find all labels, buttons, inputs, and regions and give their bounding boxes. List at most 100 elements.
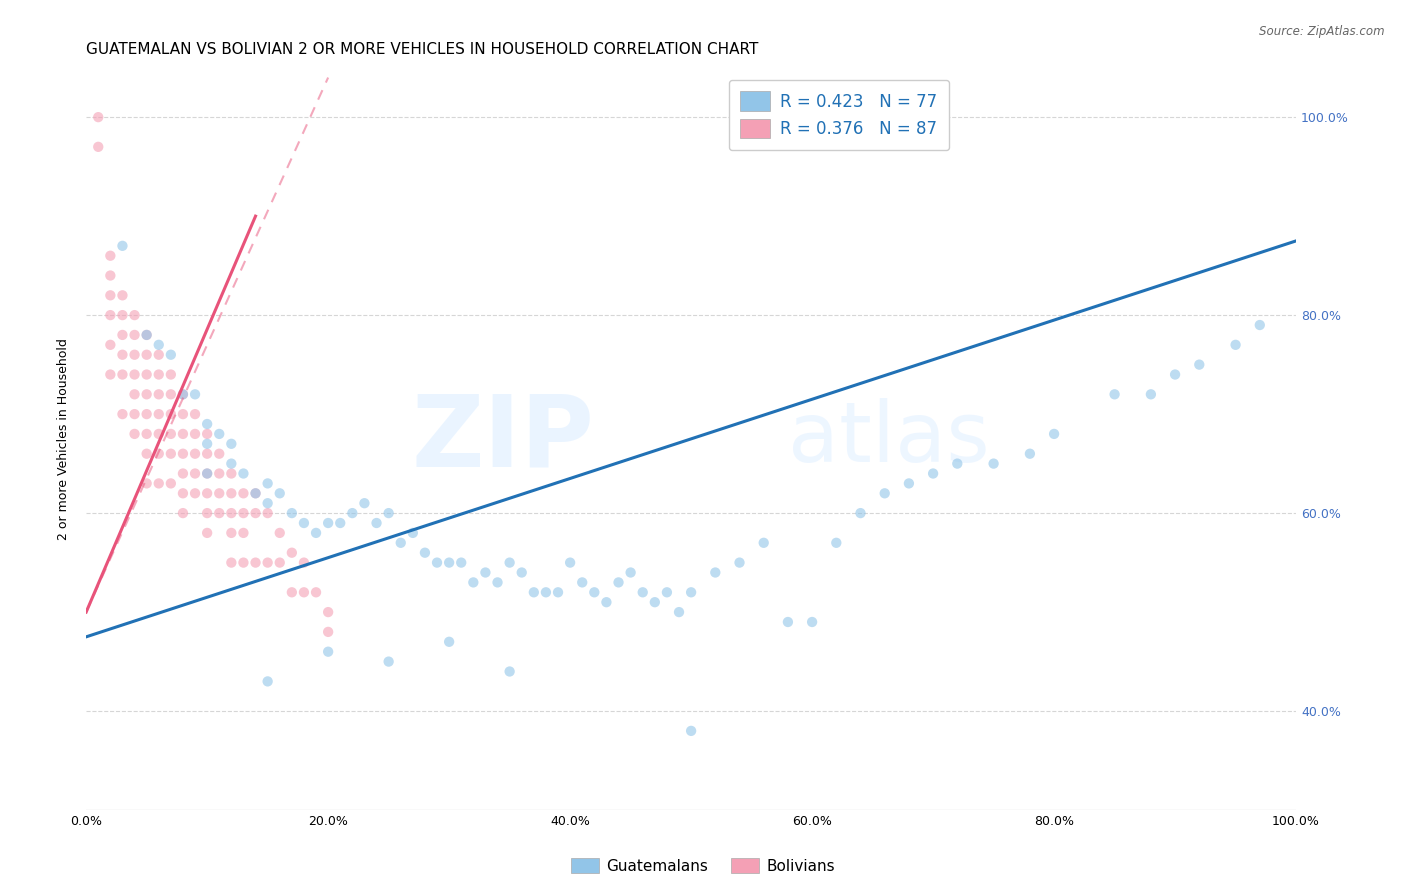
Point	[135, 348, 157, 362]
Point	[172, 407, 194, 421]
Point	[208, 447, 231, 461]
Point	[124, 308, 146, 322]
Point	[195, 467, 218, 481]
Point	[668, 605, 690, 619]
Point	[437, 635, 460, 649]
Point	[256, 496, 278, 510]
Text: ZIP: ZIP	[412, 391, 595, 487]
Point	[172, 387, 194, 401]
Point	[558, 556, 581, 570]
Point	[195, 426, 218, 441]
Point	[195, 467, 218, 481]
Point	[245, 556, 267, 570]
Point	[389, 536, 412, 550]
Point	[752, 536, 775, 550]
Point	[232, 467, 254, 481]
Point	[111, 239, 134, 253]
Point	[184, 426, 207, 441]
Point	[849, 506, 872, 520]
Point	[256, 506, 278, 520]
Point	[208, 467, 231, 481]
Point	[111, 308, 134, 322]
Point	[98, 249, 121, 263]
Point	[704, 566, 727, 580]
Point	[486, 575, 509, 590]
Point	[1188, 358, 1211, 372]
Point	[135, 387, 157, 401]
Point	[172, 506, 194, 520]
Point	[148, 426, 170, 441]
Text: Source: ZipAtlas.com: Source: ZipAtlas.com	[1260, 25, 1385, 38]
Point	[498, 665, 520, 679]
Point	[377, 655, 399, 669]
Point	[148, 407, 170, 421]
Point	[195, 525, 218, 540]
Point	[1140, 387, 1163, 401]
Point	[111, 368, 134, 382]
Point	[221, 467, 243, 481]
Point	[124, 368, 146, 382]
Point	[776, 615, 799, 629]
Point	[98, 338, 121, 352]
Point	[402, 525, 425, 540]
Point	[523, 585, 546, 599]
Point	[160, 447, 183, 461]
Point	[135, 476, 157, 491]
Point	[825, 536, 848, 550]
Point	[124, 407, 146, 421]
Point	[413, 546, 436, 560]
Point	[124, 327, 146, 342]
Point	[366, 516, 388, 530]
Point	[873, 486, 896, 500]
Point	[292, 585, 315, 599]
Point	[269, 556, 291, 570]
Point	[316, 605, 339, 619]
Point	[316, 516, 339, 530]
Point	[534, 585, 557, 599]
Point	[983, 457, 1005, 471]
Point	[98, 368, 121, 382]
Point	[644, 595, 666, 609]
Point	[305, 525, 328, 540]
Point	[595, 595, 617, 609]
Point	[208, 426, 231, 441]
Point	[583, 585, 606, 599]
Legend: Guatemalans, Bolivians: Guatemalans, Bolivians	[565, 852, 841, 880]
Point	[160, 348, 183, 362]
Point	[172, 486, 194, 500]
Point	[111, 327, 134, 342]
Point	[377, 506, 399, 520]
Point	[135, 407, 157, 421]
Point	[135, 447, 157, 461]
Point	[221, 525, 243, 540]
Point	[184, 407, 207, 421]
Point	[329, 516, 352, 530]
Point	[87, 110, 110, 124]
Point	[135, 327, 157, 342]
Point	[148, 387, 170, 401]
Point	[195, 437, 218, 451]
Point	[221, 457, 243, 471]
Point	[607, 575, 630, 590]
Point	[450, 556, 472, 570]
Point	[655, 585, 678, 599]
Point	[232, 506, 254, 520]
Point	[256, 556, 278, 570]
Point	[281, 585, 304, 599]
Point	[124, 426, 146, 441]
Point	[631, 585, 654, 599]
Point	[98, 288, 121, 302]
Point	[292, 516, 315, 530]
Point	[195, 506, 218, 520]
Point	[98, 308, 121, 322]
Point	[221, 506, 243, 520]
Point	[160, 407, 183, 421]
Point	[620, 566, 643, 580]
Y-axis label: 2 or more Vehicles in Household: 2 or more Vehicles in Household	[58, 338, 70, 540]
Point	[256, 674, 278, 689]
Point	[184, 467, 207, 481]
Point	[728, 556, 751, 570]
Point	[922, 467, 945, 481]
Point	[463, 575, 485, 590]
Point	[208, 486, 231, 500]
